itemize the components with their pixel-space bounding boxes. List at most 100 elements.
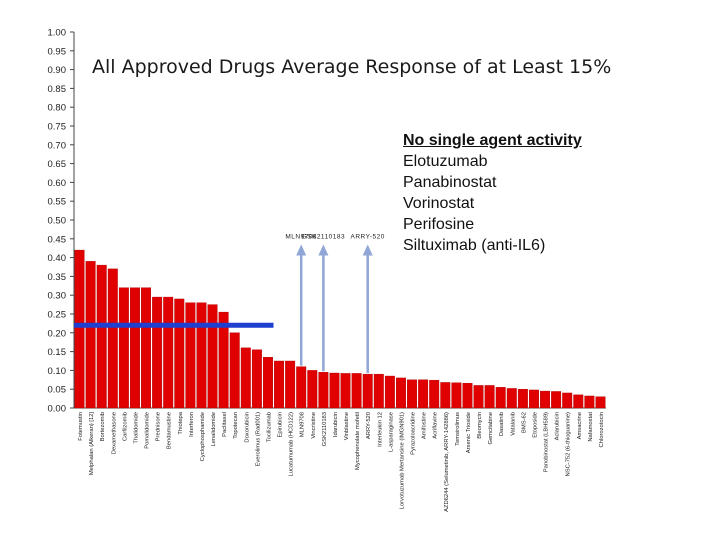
bar xyxy=(517,389,528,409)
bar xyxy=(96,264,107,409)
bar xyxy=(218,311,229,409)
y-tick-label: 0.25 xyxy=(48,310,67,321)
x-tick-label: Amsacrine xyxy=(577,412,583,439)
x-tick-label: Etoposide xyxy=(532,412,538,438)
bar xyxy=(429,379,440,409)
bar xyxy=(562,392,573,409)
x-tick-label: Vinblastine xyxy=(344,412,350,440)
arrow-head xyxy=(296,244,307,256)
bar xyxy=(240,347,251,409)
y-tick-label: 0.50 xyxy=(48,216,67,227)
y-tick-label: 0.15 xyxy=(48,347,67,358)
x-tick-label: Dasatinib xyxy=(499,412,505,436)
x-tick-label: Lucatumumab (HCD122) xyxy=(289,412,295,477)
bar xyxy=(407,379,418,409)
arrow-label: MLN9708 xyxy=(285,233,317,240)
y-tick-label: 0.10 xyxy=(48,366,67,377)
bar xyxy=(251,349,262,409)
bar xyxy=(573,394,584,409)
bar xyxy=(595,396,606,409)
x-tick-label: Aclarubicin xyxy=(555,412,561,440)
bar xyxy=(207,304,218,409)
arrow-head xyxy=(318,244,329,256)
bar xyxy=(307,370,318,409)
callout-item: Siltuximab (anti-IL6) xyxy=(403,237,546,254)
y-tick-label: 0.95 xyxy=(48,46,67,57)
y-tick-label: 0.45 xyxy=(48,234,67,245)
arrow-label: GSK2110183 xyxy=(302,233,346,240)
callout-box: No single agent activity Elotuzumab Pana… xyxy=(403,130,653,256)
x-tick-label: Vatalanib xyxy=(510,412,516,436)
bar xyxy=(174,298,185,409)
y-tick-label: 1.00 xyxy=(48,28,67,39)
chart-title: All Approved Drugs Average Response of a… xyxy=(92,56,612,78)
x-tick-label: Arsenic Trioxide xyxy=(466,412,472,453)
bar xyxy=(318,372,329,409)
bar xyxy=(551,391,562,409)
bar xyxy=(484,385,495,409)
x-tick-label: Topotecan xyxy=(233,412,239,439)
x-tick-label: Melphalan (Alkeran) [12] xyxy=(89,412,95,476)
bar xyxy=(351,373,362,409)
x-tick-label: Vincristine xyxy=(311,412,317,439)
x-tick-label: Everolimus (Rad001) xyxy=(255,412,261,467)
y-tick-label: 0.00 xyxy=(48,404,67,415)
bar xyxy=(296,366,307,409)
y-tick-label: 0.05 xyxy=(48,385,67,396)
x-tick-label: Mycophenolate mofetil xyxy=(355,412,361,470)
bar xyxy=(129,287,140,409)
bar xyxy=(373,373,384,409)
x-tick-label: AZD6244 (Selumetinib, ARRY-142886) xyxy=(444,412,450,512)
callout-item: Perifosine xyxy=(403,216,475,233)
y-tick-label: 0.20 xyxy=(48,328,67,339)
x-tick-label: Pyrazoloacridine xyxy=(411,412,417,455)
x-tick-label: Doxorubicin xyxy=(244,412,250,443)
x-tick-label: Thiotepa xyxy=(178,411,184,434)
x-tick-label: Gemcitabine xyxy=(488,412,494,445)
bar xyxy=(462,382,473,409)
arrow-head xyxy=(362,244,373,256)
x-tick-label: Lenalidomide xyxy=(211,412,217,446)
x-tick-label: NSC-752 (6-thioguanine) xyxy=(566,412,572,477)
x-tick-label: ARRY-520 xyxy=(366,412,372,439)
y-tick-label: 0.60 xyxy=(48,178,67,189)
y-tick-label: 0.65 xyxy=(48,159,67,170)
bar xyxy=(395,377,406,409)
x-tick-label: Thalidomide xyxy=(133,412,139,444)
bar xyxy=(384,375,395,409)
bar xyxy=(196,302,207,409)
bar xyxy=(107,268,118,409)
arrow-label: ARRY-520 xyxy=(351,233,385,240)
x-tick-label: MLN9708 xyxy=(300,412,306,437)
bar xyxy=(141,287,152,409)
bar xyxy=(74,249,85,409)
bar xyxy=(329,372,340,409)
x-tick-label: Interferon xyxy=(189,412,195,437)
bar xyxy=(584,395,595,409)
bar xyxy=(340,373,351,409)
x-tick-label: Prednisone xyxy=(156,412,162,441)
x-tick-label: Bendamustine xyxy=(167,412,173,449)
bar xyxy=(451,382,462,409)
bar xyxy=(418,379,429,409)
x-tick-label: Idarubicin xyxy=(333,412,339,437)
x-tick-label: Lorvotuzumab Mertansine (IMGN901) xyxy=(399,412,405,509)
x-axis-labels: Fotemustin Melphalan (Alkeran) [12] Bortez… xyxy=(78,411,605,512)
callout-item: Vorinostat xyxy=(403,195,475,212)
x-tick-label: Chlorozotocin xyxy=(599,412,605,447)
bar xyxy=(362,373,373,409)
bar xyxy=(528,389,539,409)
x-tick-label: Cyclophosphamide xyxy=(200,412,206,461)
x-tick-label: Amifostine xyxy=(422,412,428,439)
x-tick-label: Dexamethasone xyxy=(111,412,117,454)
x-tick-label: BMS-62 xyxy=(521,412,527,433)
y-tick-label: 0.55 xyxy=(48,197,67,208)
x-tick-label: Paclitaxel xyxy=(222,412,228,437)
bar xyxy=(473,385,484,409)
x-tick-label: Temsirolimus xyxy=(455,412,461,446)
bar xyxy=(229,332,240,409)
x-tick-label: Acriflavine xyxy=(433,412,439,439)
x-tick-label: Epirubicin xyxy=(278,412,284,437)
bar-series xyxy=(74,249,606,409)
